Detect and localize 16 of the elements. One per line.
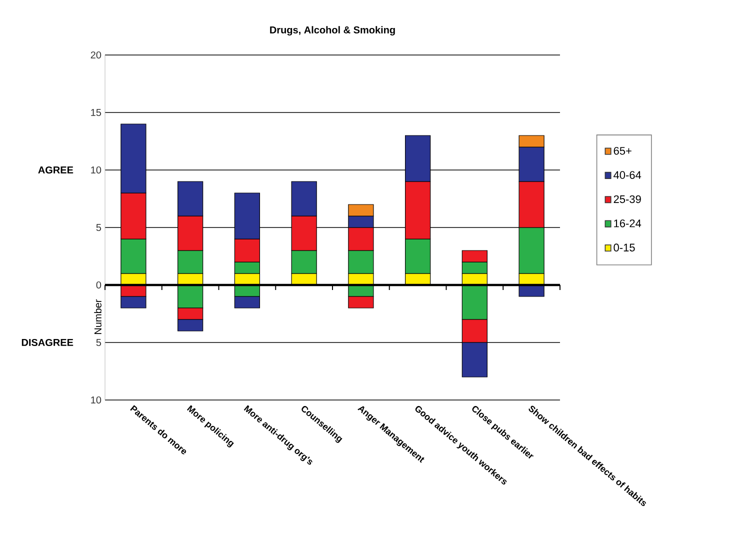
y-tick-label: 5 [96,338,102,346]
y-tick-label: 5 [96,224,102,231]
legend-label: 0-15 [614,244,635,252]
text: DISAGREE [22,338,74,346]
y-tick-label: 0 [96,281,102,289]
legend-label: 25-39 [614,195,641,204]
text: AGREE [38,166,74,174]
y-axis-title: Number [94,299,102,334]
legend-label: 16-24 [614,219,642,228]
y-tick-label: 20 [90,51,102,59]
legend-label: 40-64 [614,171,642,179]
chart-title: Drugs, Alcohol & Smoking [270,26,395,36]
y-tick-label: 10 [91,166,102,174]
legend-label: 65+ [614,146,632,155]
y-tick-label: 15 [91,109,102,116]
y-tick-label: 10 [91,396,102,404]
